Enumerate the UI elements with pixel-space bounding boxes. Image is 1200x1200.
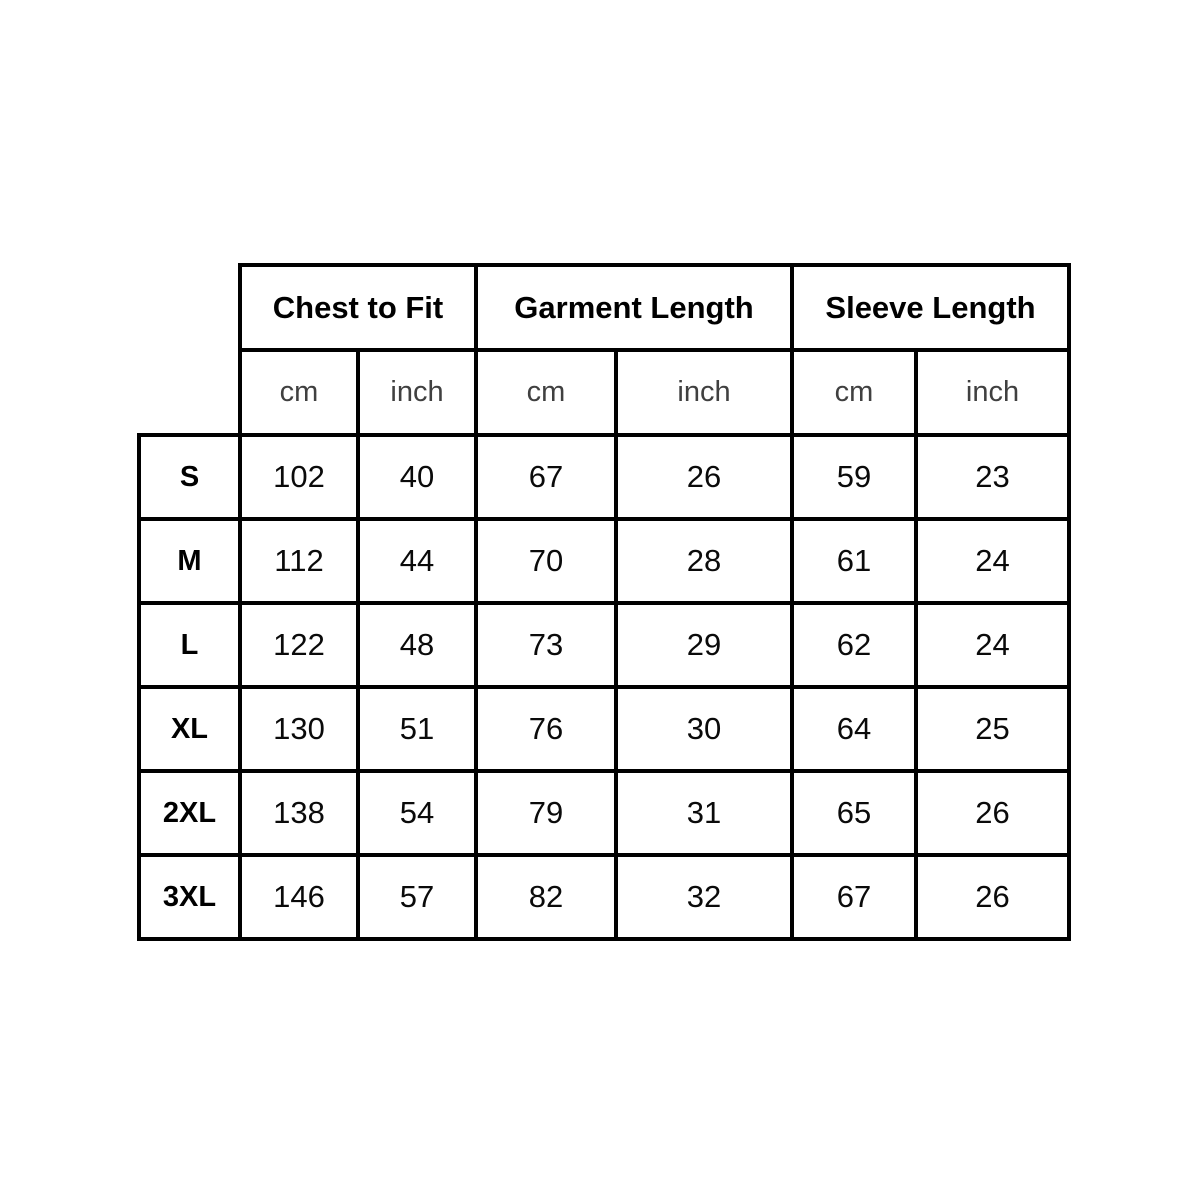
value-cell: 70 xyxy=(474,517,618,605)
value-cell: 62 xyxy=(790,601,918,689)
table-row-l: L 122 48 73 29 62 24 xyxy=(137,601,1071,689)
value-cell: 30 xyxy=(614,685,794,773)
corner-spacer xyxy=(139,350,240,435)
size-label: XL xyxy=(137,685,242,773)
value-cell: 79 xyxy=(474,769,618,857)
value-cell: 51 xyxy=(356,685,478,773)
size-label: M xyxy=(137,517,242,605)
unit-header-garment-cm: cm xyxy=(474,348,618,437)
value-cell: 44 xyxy=(356,517,478,605)
column-group-chest-to-fit: Chest to Fit xyxy=(238,263,478,352)
value-cell: 64 xyxy=(790,685,918,773)
size-label: L xyxy=(137,601,242,689)
size-chart: Chest to Fit Garment Length Sleeve Lengt… xyxy=(137,263,1071,941)
value-cell: 76 xyxy=(474,685,618,773)
value-cell: 32 xyxy=(614,853,794,941)
value-cell: 26 xyxy=(614,433,794,521)
value-cell: 24 xyxy=(914,517,1071,605)
value-cell: 130 xyxy=(238,685,360,773)
group-header-row: Chest to Fit Garment Length Sleeve Lengt… xyxy=(139,263,1071,352)
unit-header-sleeve-cm: cm xyxy=(790,348,918,437)
value-cell: 26 xyxy=(914,769,1071,857)
size-label: 3XL xyxy=(137,853,242,941)
value-cell: 102 xyxy=(238,433,360,521)
value-cell: 29 xyxy=(614,601,794,689)
value-cell: 138 xyxy=(238,769,360,857)
value-cell: 122 xyxy=(238,601,360,689)
value-cell: 28 xyxy=(614,517,794,605)
value-cell: 25 xyxy=(914,685,1071,773)
value-cell: 59 xyxy=(790,433,918,521)
unit-header-garment-inch: inch xyxy=(614,348,794,437)
value-cell: 23 xyxy=(914,433,1071,521)
table-row-s: S 102 40 67 26 59 23 xyxy=(137,433,1071,521)
table-row-m: M 112 44 70 28 61 24 xyxy=(137,517,1071,605)
value-cell: 82 xyxy=(474,853,618,941)
column-group-sleeve-length: Sleeve Length xyxy=(790,263,1071,352)
value-cell: 40 xyxy=(356,433,478,521)
size-label: S xyxy=(137,433,242,521)
table-row-2xl: 2XL 138 54 79 31 65 26 xyxy=(137,769,1071,857)
unit-header-row: cm inch cm inch cm inch xyxy=(139,348,1071,437)
size-label: 2XL xyxy=(137,769,242,857)
value-cell: 67 xyxy=(790,853,918,941)
value-cell: 73 xyxy=(474,601,618,689)
table-row-xl: XL 130 51 76 30 64 25 xyxy=(137,685,1071,773)
value-cell: 65 xyxy=(790,769,918,857)
value-cell: 57 xyxy=(356,853,478,941)
value-cell: 146 xyxy=(238,853,360,941)
size-chart-table: Chest to Fit Garment Length Sleeve Lengt… xyxy=(137,263,1071,941)
value-cell: 31 xyxy=(614,769,794,857)
table-row-3xl: 3XL 146 57 82 32 67 26 xyxy=(137,853,1071,941)
value-cell: 112 xyxy=(238,517,360,605)
value-cell: 48 xyxy=(356,601,478,689)
value-cell: 24 xyxy=(914,601,1071,689)
value-cell: 54 xyxy=(356,769,478,857)
unit-header-chest-cm: cm xyxy=(238,348,360,437)
corner-spacer xyxy=(139,265,240,350)
unit-header-chest-inch: inch xyxy=(356,348,478,437)
value-cell: 26 xyxy=(914,853,1071,941)
unit-header-sleeve-inch: inch xyxy=(914,348,1071,437)
column-group-garment-length: Garment Length xyxy=(474,263,794,352)
value-cell: 67 xyxy=(474,433,618,521)
value-cell: 61 xyxy=(790,517,918,605)
